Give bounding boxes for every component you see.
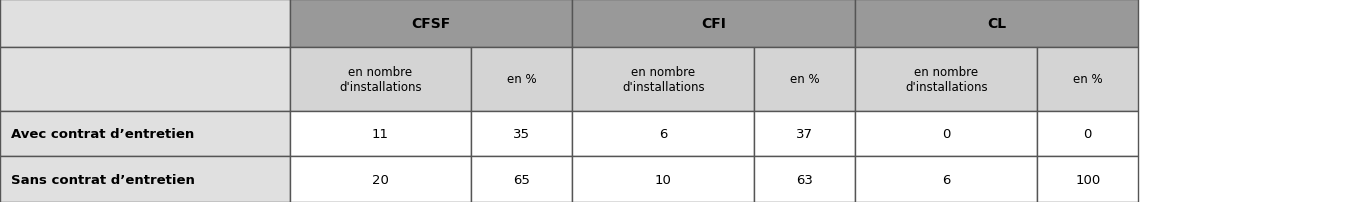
Bar xyxy=(0,0,290,47)
Bar xyxy=(290,0,572,47)
Bar xyxy=(572,0,855,47)
Text: en nombre
d'installations: en nombre d'installations xyxy=(622,65,704,93)
Text: 6: 6 xyxy=(659,127,668,140)
Bar xyxy=(855,0,1138,47)
Text: 35: 35 xyxy=(513,127,531,140)
Bar xyxy=(471,157,572,202)
Text: 65: 65 xyxy=(513,173,531,186)
Text: 37: 37 xyxy=(796,127,814,140)
Bar xyxy=(0,111,290,157)
Bar xyxy=(572,157,754,202)
Text: 11: 11 xyxy=(372,127,389,140)
Bar xyxy=(0,47,290,111)
Text: en %: en % xyxy=(1074,73,1102,86)
Text: en %: en % xyxy=(791,73,819,86)
Text: 20: 20 xyxy=(372,173,389,186)
Bar xyxy=(754,47,855,111)
Text: CFI: CFI xyxy=(702,17,726,31)
Text: Avec contrat d’entretien: Avec contrat d’entretien xyxy=(11,127,194,140)
Bar xyxy=(290,157,471,202)
Text: en nombre
d'installations: en nombre d'installations xyxy=(339,65,422,93)
Text: 6: 6 xyxy=(942,173,951,186)
Bar xyxy=(572,111,754,157)
Text: CL: CL xyxy=(987,17,1006,31)
Bar xyxy=(1037,47,1138,111)
Bar xyxy=(754,157,855,202)
Bar xyxy=(1037,111,1138,157)
Text: en nombre
d'installations: en nombre d'installations xyxy=(905,65,987,93)
Bar xyxy=(471,47,572,111)
Bar xyxy=(471,111,572,157)
Bar xyxy=(1037,157,1138,202)
Text: en %: en % xyxy=(508,73,536,86)
Text: 10: 10 xyxy=(655,173,672,186)
Text: 0: 0 xyxy=(942,127,951,140)
Bar xyxy=(290,47,471,111)
Bar xyxy=(855,111,1037,157)
Bar xyxy=(290,111,471,157)
Bar xyxy=(855,157,1037,202)
Bar xyxy=(0,157,290,202)
Bar xyxy=(572,47,754,111)
Text: 100: 100 xyxy=(1075,173,1100,186)
Text: 63: 63 xyxy=(796,173,814,186)
Text: 0: 0 xyxy=(1083,127,1092,140)
Bar xyxy=(754,111,855,157)
Text: CFSF: CFSF xyxy=(411,17,451,31)
Text: Sans contrat d’entretien: Sans contrat d’entretien xyxy=(11,173,195,186)
Bar xyxy=(855,47,1037,111)
